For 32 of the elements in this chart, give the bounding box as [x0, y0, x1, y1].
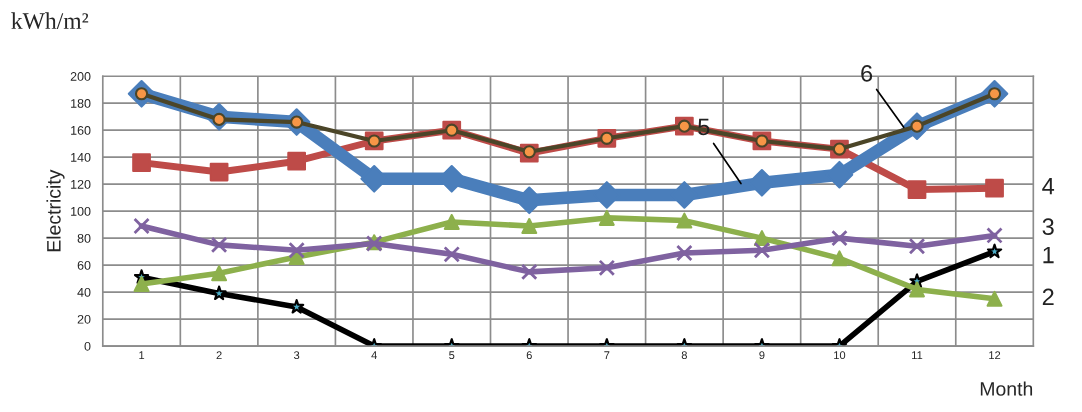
y-tick-label: 100 — [71, 206, 91, 216]
series-label: 3 — [1042, 218, 1054, 236]
y-tick-label: 0 — [84, 341, 91, 351]
x-tick-label: 8 — [681, 351, 687, 360]
x-tick-label: 1 — [139, 351, 145, 359]
y-tick-label: 60 — [77, 260, 91, 270]
y-tick-label: 120 — [71, 179, 91, 189]
text: kWh/m² — [11, 12, 89, 30]
series-label: 1 — [1043, 246, 1054, 264]
x-tick-label: 9 — [759, 351, 765, 360]
y-axis-title: Electricity — [46, 169, 65, 252]
x-tick-label: 4 — [371, 351, 377, 359]
x-tick-label: 3 — [293, 351, 300, 360]
series-label: 2 — [1042, 288, 1054, 305]
y-tick-label: 140 — [71, 152, 91, 162]
x-tick-label: 12 — [989, 351, 1001, 359]
y-tick-label: 80 — [77, 233, 91, 243]
y-tick-label: 160 — [71, 125, 91, 135]
x-tick-label: 5 — [449, 351, 455, 360]
x-tick-label: 2 — [216, 351, 222, 359]
x-tick-label: 6 — [526, 351, 532, 360]
y-tick-label: 180 — [71, 99, 91, 108]
y-tick-label: 40 — [77, 287, 91, 297]
x-tick-label: 11 — [912, 351, 923, 359]
y-tick-label: 20 — [77, 314, 91, 324]
y-tick-label: 200 — [70, 72, 91, 81]
x-tick-label: 10 — [834, 351, 846, 360]
x-tick-label: 7 — [604, 351, 610, 359]
text: 6 — [861, 65, 873, 82]
text: 5 — [698, 118, 710, 136]
x-axis-title: Month — [980, 381, 1033, 396]
series-label: 4 — [1042, 178, 1055, 195]
